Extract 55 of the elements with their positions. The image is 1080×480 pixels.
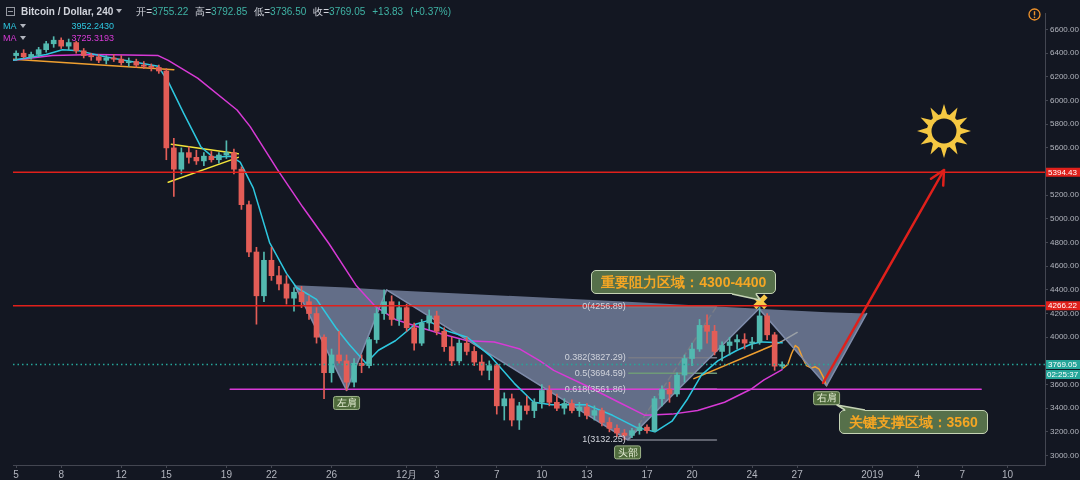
y-tick-label: 5800.00 xyxy=(1050,119,1080,129)
x-tick-label: 5 xyxy=(13,468,20,480)
annotation: 右肩 xyxy=(816,392,837,404)
x-tick-label: 3 xyxy=(433,468,440,480)
y-tick-label: 5200.00 xyxy=(1050,190,1080,200)
annotation: 左肩 xyxy=(336,397,357,409)
x-tick-label: 27 xyxy=(791,468,804,480)
series-label: MA xyxy=(3,32,17,44)
x-tick-label: 10 xyxy=(1001,468,1014,480)
y-tick-label: 4400.00 xyxy=(1050,285,1080,295)
ref-line-label: 3769.05 xyxy=(1048,360,1078,370)
x-tick-label: 17 xyxy=(641,468,653,480)
y-tick-label: 6600.00 xyxy=(1050,24,1080,34)
text: 开=3755.22 高=3792.85 低=3736.50 收=3769.05 +13.83 (+0.37%) xyxy=(136,6,451,17)
y-tick-label: 4200.00 xyxy=(1050,308,1080,318)
y-tick-label: 3400.00 xyxy=(1050,403,1080,413)
x-tick-label: 19 xyxy=(220,468,233,480)
x-tick-label: 22 xyxy=(265,468,278,480)
y-tick-label: 3600.00 xyxy=(1050,379,1080,389)
annotation: 0.382(3827.29) xyxy=(564,352,626,363)
chart-title: Bitcoin / Dollar, 240 xyxy=(21,5,114,18)
x-tick-label: 4 xyxy=(914,468,921,480)
x-tick-label: 20 xyxy=(686,468,699,480)
x-tick-label: 15 xyxy=(160,468,173,480)
x-tick-label: 2019 xyxy=(861,468,884,480)
text: MA xyxy=(3,20,17,32)
y-tick-label: 3000.00 xyxy=(1050,450,1080,460)
x-tick-label: 26 xyxy=(325,468,338,480)
ref-line-label: 4266.22 xyxy=(1048,301,1078,311)
ref-line-label: 5394.43 xyxy=(1048,167,1078,177)
y-tick-label: 6200.00 xyxy=(1050,72,1080,82)
annotation: 重要阻力区域：4300-4400 xyxy=(591,269,777,294)
y-tick-label: 4000.00 xyxy=(1050,332,1080,342)
annotation: 3952.2430 xyxy=(71,20,115,32)
annotation: 1(3132.25) xyxy=(582,434,626,445)
x-tick-label: 24 xyxy=(746,468,759,480)
y-tick-label: 5000.00 xyxy=(1050,214,1080,224)
x-tick-label: 7 xyxy=(493,468,500,480)
x-tick-label: 10 xyxy=(536,468,548,480)
annotation: 3725.3193 xyxy=(71,32,115,44)
x-tick-label: 12 xyxy=(115,468,128,480)
y-tick-label: 4800.00 xyxy=(1050,237,1080,247)
annotation: 0.5(3694.59) xyxy=(574,367,626,378)
x-tick-label: 12月 xyxy=(396,468,418,480)
x-tick-label: 7 xyxy=(959,468,966,480)
y-tick-label: 4600.00 xyxy=(1050,261,1080,271)
y-tick-label: 6400.00 xyxy=(1050,48,1080,58)
x-tick-label: 13 xyxy=(581,468,593,480)
y-tick-label: 3200.00 xyxy=(1050,427,1080,437)
text: 02:25:37 xyxy=(1046,370,1079,380)
y-tick-label: 5600.00 xyxy=(1050,143,1080,153)
annotation: 关键支撑区域：3560 xyxy=(838,409,988,434)
annotation: 头部 xyxy=(617,446,638,458)
x-tick-label: 8 xyxy=(58,468,65,480)
y-tick-label: 6000.00 xyxy=(1050,95,1080,105)
